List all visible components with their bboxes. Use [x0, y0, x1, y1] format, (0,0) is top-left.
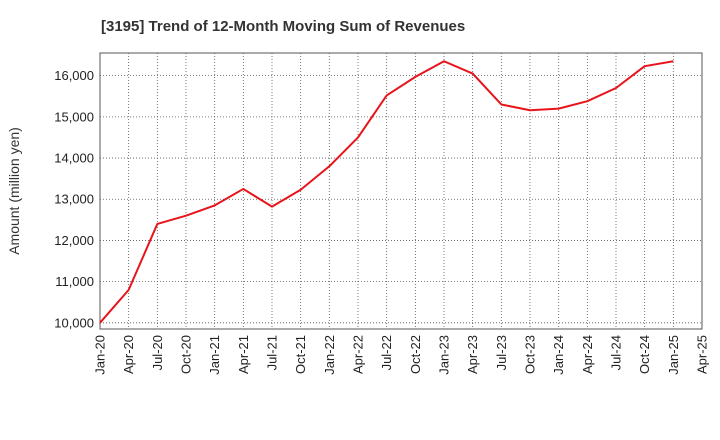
x-tick-label: Jan-23 [437, 335, 452, 375]
x-tick-label: Jul-23 [494, 335, 509, 370]
x-tick-label: Apr-21 [236, 335, 251, 374]
y-axis-label: Amount (million yen) [6, 127, 22, 255]
x-tick-label: Apr-24 [580, 335, 595, 374]
x-tick-label: Jul-21 [265, 335, 280, 370]
y-tick-label: 12,000 [54, 233, 94, 248]
x-tick-label: Oct-22 [408, 335, 423, 374]
series-layer [99, 60, 674, 324]
x-axis: Jan-20 Apr-20 Jul-20 Oct-20 Jan-21 Apr-21 Jul-… [93, 335, 710, 375]
series-line [99, 60, 674, 324]
x-tick-label: Oct-21 [293, 335, 308, 374]
x-tick-label: Jan-24 [551, 335, 566, 375]
x-tick-label: Oct-24 [637, 335, 652, 374]
y-tick-label: 13,000 [54, 192, 94, 207]
x-tick-label: Jul-22 [379, 335, 394, 370]
x-tick-label: Jan-20 [93, 335, 108, 375]
x-tick-label: Jan-22 [322, 335, 337, 375]
y-tick-label: 16,000 [54, 68, 94, 83]
x-tick-label: Oct-23 [523, 335, 538, 374]
y-tick-label: 10,000 [54, 315, 94, 330]
x-tick-label: Jul-20 [150, 335, 165, 370]
y-tick-label: 14,000 [54, 151, 94, 166]
x-tick-label: Apr-20 [121, 335, 136, 374]
chart-title: [3195] Trend of 12-Month Moving Sum of R… [101, 18, 465, 35]
plot-frame [99, 52, 703, 330]
x-tick-label: Jan-21 [207, 335, 222, 375]
x-tick-label: Oct-20 [179, 335, 194, 374]
x-tick-label: Jan-25 [666, 335, 681, 375]
x-tick-label: Apr-23 [465, 335, 480, 374]
x-tick-label: Apr-25 [695, 335, 710, 374]
y-axis: 10,000 11,000 12,000 13,000 14,000 15,000 16,0… [54, 68, 94, 330]
plot-area [100, 53, 702, 329]
x-tick-label: Apr-22 [351, 335, 366, 374]
x-tick-label: Jul-24 [609, 335, 624, 370]
y-tick-label: 15,000 [54, 109, 94, 124]
y-tick-label: 11,000 [55, 274, 94, 289]
gridlines [100, 53, 702, 329]
